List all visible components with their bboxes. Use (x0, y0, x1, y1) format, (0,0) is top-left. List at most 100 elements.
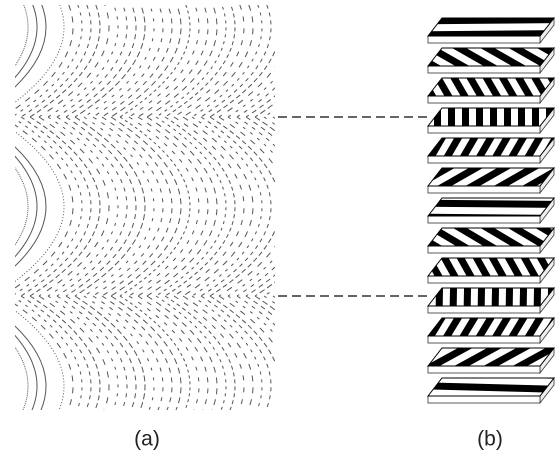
arc-line (138, 117, 208, 296)
slab-top (428, 198, 554, 216)
arc-line (48, 296, 118, 463)
arc-line (84, 117, 154, 296)
arc-line (48, 117, 118, 296)
arc-line (264, 296, 334, 463)
arc-line (228, 0, 298, 117)
arc-line (255, 296, 325, 463)
slab-top (428, 108, 554, 126)
slab-edge (428, 276, 540, 283)
arc-line (147, 0, 217, 117)
slab (428, 18, 554, 43)
slab-edge (428, 216, 540, 223)
slab (428, 348, 554, 373)
arc-line (30, 0, 100, 117)
slab-top (428, 348, 554, 366)
arc-line (3, 296, 73, 463)
arc-line (21, 0, 91, 117)
arc-line (183, 0, 253, 117)
arc-line (246, 0, 316, 117)
arc-line (57, 0, 127, 117)
slab (428, 48, 554, 73)
arc-line (174, 0, 244, 117)
arc-line (120, 0, 190, 117)
arc-line (0, 117, 19, 296)
arc-line (273, 0, 343, 117)
slab-edge (428, 96, 540, 103)
arc-line (0, 296, 19, 463)
panel-label: (b) (477, 428, 503, 451)
arc-line (183, 296, 253, 463)
slab (428, 228, 554, 253)
arc-line (255, 117, 325, 296)
arc-line (0, 117, 28, 296)
arc-line (219, 117, 289, 296)
slab-top (428, 48, 554, 66)
arc-line (93, 117, 163, 296)
slab (428, 138, 554, 163)
slab-top (428, 78, 554, 96)
slab-top (428, 138, 554, 156)
arc-line (39, 117, 109, 296)
slab (428, 378, 554, 403)
arc-line (3, 117, 73, 296)
arc-line (30, 296, 100, 463)
arc-line (210, 296, 280, 463)
slab-edge (428, 186, 540, 193)
arc-line (255, 0, 325, 117)
arc-line (0, 296, 37, 463)
slab-top (428, 228, 554, 246)
arc-line (66, 296, 136, 463)
arc-line (174, 296, 244, 463)
arc-line (0, 117, 10, 296)
arc-line (21, 117, 91, 296)
arc-line (237, 117, 307, 296)
arc-line (57, 117, 127, 296)
arc-line (0, 0, 64, 117)
arc-line (201, 296, 271, 463)
arc-line (129, 117, 199, 296)
arc-line (273, 117, 343, 296)
slab-top (428, 378, 554, 396)
slab-stack (428, 18, 554, 403)
slab-edge (428, 246, 540, 253)
arc-line (102, 117, 172, 296)
arc-line (192, 296, 262, 463)
arc-line (228, 296, 298, 463)
arc-line (129, 0, 199, 117)
panel-label: (a) (134, 428, 160, 451)
arc-line (156, 296, 226, 463)
arc-line (21, 296, 91, 463)
arc-line (39, 0, 109, 117)
arc-line (156, 0, 226, 117)
slab (428, 198, 554, 223)
arc-line (0, 117, 37, 296)
arc-line (111, 0, 181, 117)
arc-line (39, 296, 109, 463)
slab-top (428, 258, 554, 276)
arc-line (156, 117, 226, 296)
arc-line (273, 296, 343, 463)
slab-edge (428, 126, 540, 133)
arc-line (210, 117, 280, 296)
arc-line (66, 0, 136, 117)
slab-edge (428, 66, 540, 73)
slab-top (428, 288, 554, 306)
arc-line (192, 0, 262, 117)
arc-line (75, 0, 145, 117)
figure: (a) (b) (0, 0, 559, 463)
arc-line (0, 117, 64, 296)
arc-line (219, 0, 289, 117)
arc-line (0, 0, 10, 117)
slab-top (428, 18, 554, 36)
arc-line (0, 296, 28, 463)
arc-line (282, 296, 352, 463)
slab (428, 288, 554, 313)
slab (428, 318, 554, 343)
slab (428, 168, 554, 193)
arc-line (111, 117, 181, 296)
arc-line (264, 0, 334, 117)
arc-line (246, 117, 316, 296)
arc-line (210, 0, 280, 117)
arc-line (201, 117, 271, 296)
arc-line (0, 0, 19, 117)
